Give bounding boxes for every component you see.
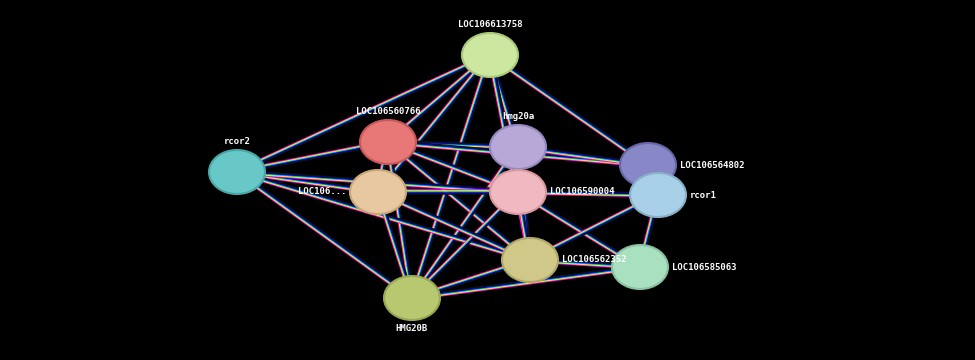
Text: LOC106564802: LOC106564802 (680, 161, 745, 170)
Text: LOC106613758: LOC106613758 (457, 20, 523, 29)
Text: LOC106560766: LOC106560766 (356, 107, 420, 116)
Text: LOC106585063: LOC106585063 (672, 262, 736, 271)
Ellipse shape (490, 170, 546, 214)
Ellipse shape (612, 245, 668, 289)
Text: LOC106590004: LOC106590004 (550, 188, 614, 197)
Ellipse shape (490, 125, 546, 169)
Text: rcor1: rcor1 (690, 190, 717, 199)
Ellipse shape (350, 170, 406, 214)
Text: hmg20a: hmg20a (502, 112, 534, 121)
Ellipse shape (384, 276, 440, 320)
Ellipse shape (360, 120, 416, 164)
Ellipse shape (502, 238, 558, 282)
Ellipse shape (462, 33, 518, 77)
Ellipse shape (620, 143, 676, 187)
Text: LOC106562352: LOC106562352 (562, 256, 627, 265)
Text: LOC106...: LOC106... (297, 188, 346, 197)
Ellipse shape (630, 173, 686, 217)
Ellipse shape (209, 150, 265, 194)
Text: rcor2: rcor2 (223, 137, 251, 146)
Text: HMG20B: HMG20B (396, 324, 428, 333)
